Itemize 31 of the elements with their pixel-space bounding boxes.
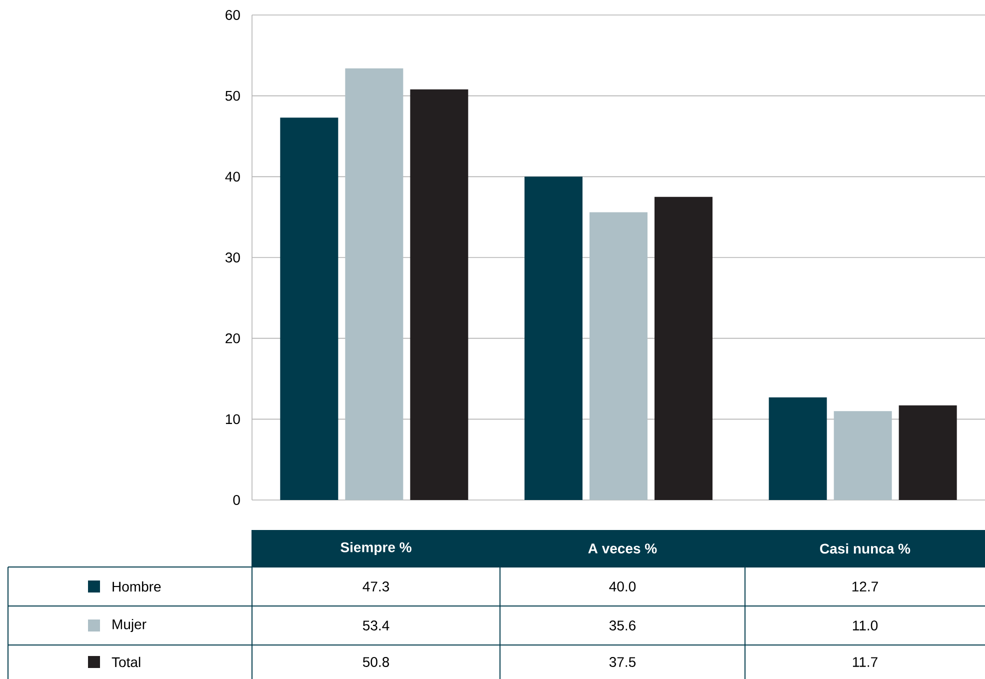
data-label: 35.6 bbox=[609, 620, 636, 630]
y-tick-label: 50 bbox=[225, 90, 240, 101]
bar bbox=[410, 89, 468, 500]
y-tick-label: 20 bbox=[226, 333, 240, 344]
bar bbox=[590, 212, 648, 500]
x-tick-label: Casi nunca % bbox=[820, 543, 910, 554]
legend-label: Total bbox=[112, 656, 140, 668]
bar bbox=[834, 411, 892, 500]
x-tick-label: Siempre % bbox=[340, 542, 412, 556]
y-tick-label: 60 bbox=[226, 10, 240, 20]
data-label: 53.4 bbox=[362, 620, 390, 630]
bar bbox=[345, 68, 404, 500]
legend-label: Mujer bbox=[112, 618, 146, 632]
data-label: 12.7 bbox=[852, 582, 878, 592]
bar bbox=[524, 176, 583, 500]
bar bbox=[768, 397, 827, 500]
data-label: 11.0 bbox=[852, 620, 878, 630]
legend-label: Hombre bbox=[112, 581, 161, 592]
data-label: 50.8 bbox=[362, 657, 390, 667]
data-label: 40.0 bbox=[609, 582, 636, 592]
bar bbox=[654, 196, 713, 500]
data-label: 11.7 bbox=[852, 657, 878, 667]
data-label: 47.3 bbox=[362, 582, 390, 592]
data-label: 37.5 bbox=[609, 657, 636, 667]
bar bbox=[898, 405, 957, 500]
x-tick-label: A veces % bbox=[588, 544, 657, 554]
y-tick-label: 0 bbox=[233, 495, 240, 505]
y-tick-label: 10 bbox=[226, 414, 240, 424]
bar bbox=[280, 118, 338, 500]
y-tick-label: 40 bbox=[225, 172, 240, 182]
y-tick-label: 30 bbox=[225, 252, 240, 262]
